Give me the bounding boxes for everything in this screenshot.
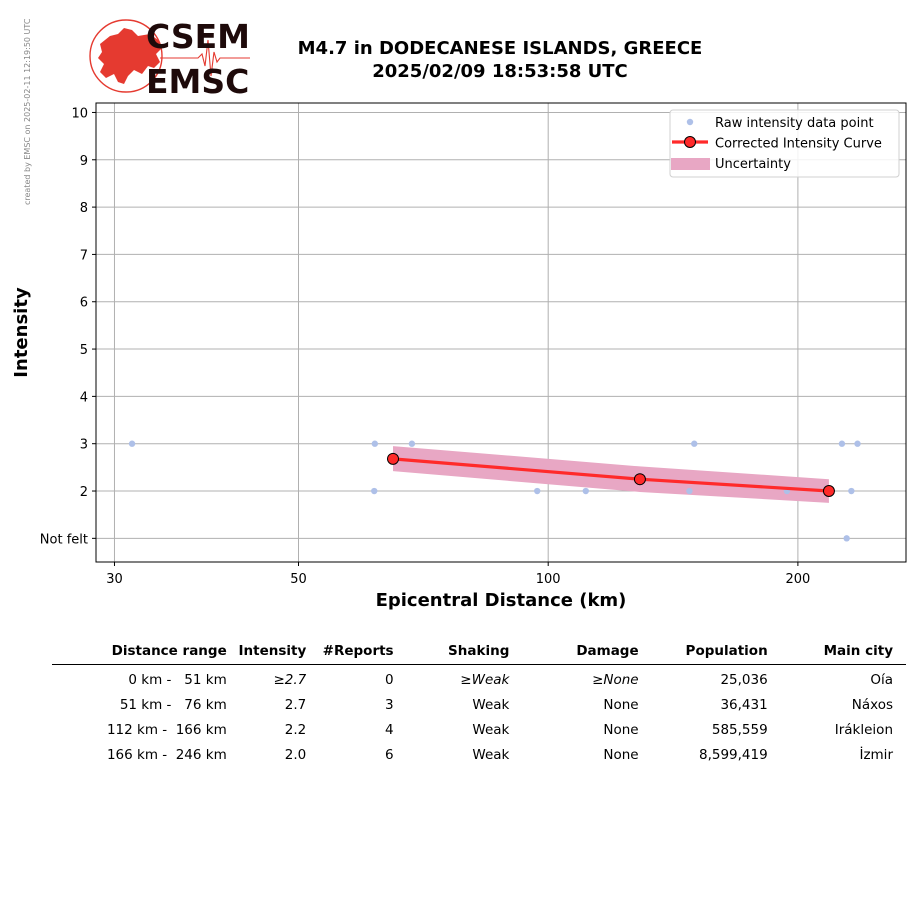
y-tick-label: 8	[80, 201, 88, 216]
table-cell: ≥Weak	[460, 671, 510, 688]
emsc-logo: CSEM EMSC	[89, 18, 250, 98]
logo-map-shape	[98, 28, 162, 84]
raw-data-point	[128, 440, 136, 447]
table-cell: None	[603, 746, 639, 763]
column-header: Shaking	[448, 643, 510, 659]
column-header: Intensity	[238, 643, 307, 659]
y-tick-label: 6	[80, 296, 88, 311]
table-cell: 36,431	[720, 696, 768, 713]
table-cell: 112 km - 166 km	[106, 721, 227, 738]
logo-globe-outline	[89, 19, 163, 93]
x-tick-label: 100	[536, 572, 561, 587]
legend-label: Corrected Intensity Curve	[715, 137, 882, 152]
y-tick-label: 3	[80, 438, 88, 453]
raw-data-point	[582, 487, 589, 495]
logo-text-csem: CSEM	[146, 18, 250, 56]
y-axis-label: Intensity	[11, 287, 32, 378]
raw-data-point	[371, 440, 379, 447]
curve-marker	[822, 485, 835, 498]
raw-data-point	[854, 440, 861, 447]
y-tick-label: 7	[80, 248, 88, 263]
legend-label: Uncertainty	[715, 157, 791, 172]
table-cell: 585,559	[711, 721, 768, 738]
creation-note-text: created by EMSC on 2025-02-11 12:19:50 U…	[23, 18, 32, 205]
plot-frame	[95, 102, 907, 563]
table-cell: 25,036	[720, 671, 768, 688]
legend-raw-marker	[686, 118, 694, 126]
x-tick-label: 200	[785, 572, 810, 587]
table-cell: 166 km - 246 km	[106, 746, 227, 763]
raw-data-point	[838, 440, 846, 447]
chart-subtitle: 2025/02/09 18:53:58 UTC	[372, 61, 628, 82]
table-row: 112 km - 166 km 2.2 4 Weak None 585,559 Irákle…	[52, 717, 906, 742]
logo-text-emsc: EMSC	[146, 62, 249, 98]
raw-data-point	[408, 440, 416, 447]
y-tick-label: Not felt	[40, 532, 88, 547]
legend-label: Raw intensity data point	[715, 116, 874, 131]
table-cell: 6	[385, 746, 394, 763]
intensity-chart: 30 50 100 200 Not felt 2 3 4 5 6 7 8 9 10 Epicentral D…	[11, 102, 907, 611]
table-cell: 2.7	[284, 696, 307, 713]
legend-curve-marker	[684, 136, 696, 148]
table-cell: 2.2	[284, 721, 307, 738]
column-header: Main city	[823, 643, 893, 659]
table-cell: ≥None	[592, 671, 639, 688]
curve-marker	[633, 473, 646, 486]
table-cell: 0 km - 51 km	[128, 671, 227, 688]
y-tick-label: 10	[71, 106, 88, 121]
creation-note: created by EMSC on 2025-02-11 12:19:50 U…	[23, 18, 32, 205]
uncertainty-band	[393, 446, 829, 503]
table-cell: 4	[385, 721, 394, 738]
column-header: #Reports	[322, 643, 394, 659]
table-cell: Irákleion	[834, 721, 893, 738]
table-cell: Weak	[472, 746, 510, 763]
intensity-summary-table: Distance range Intensity #Reports Shaking Da…	[52, 638, 906, 767]
y-tick-label: 2	[80, 485, 88, 500]
table-cell: 2.0	[284, 746, 307, 763]
table-header-row: Distance range Intensity #Reports Shaking Da…	[52, 638, 906, 665]
legend-uncertainty-swatch	[671, 158, 710, 170]
table-row: 166 km - 246 km 2.0 6 Weak None 8,599,419 İzmi…	[52, 742, 906, 767]
table-cell: 8,599,419	[698, 746, 768, 763]
table-cell: 51 km - 76 km	[119, 696, 227, 713]
table-cell: Weak	[472, 696, 510, 713]
table-cell: 0	[385, 671, 394, 688]
column-header: Distance range	[111, 643, 227, 659]
x-tick-label: 50	[290, 572, 307, 587]
chart-title: M4.7 in DODECANESE ISLANDS, GREECE	[297, 38, 703, 59]
table-cell: İzmir	[859, 746, 893, 763]
table-cell: None	[603, 721, 639, 738]
table-row: 0 km - 51 km ≥2.7 0 ≥Weak ≥None 25,036 Oía	[52, 665, 906, 693]
raw-data-point	[534, 487, 541, 495]
table-cell: 3	[385, 696, 394, 713]
raw-data-point	[843, 535, 850, 542]
column-header: Damage	[576, 643, 639, 659]
table-cell: Náxos	[851, 696, 893, 713]
raw-data-point	[686, 487, 693, 495]
raw-data-point	[371, 487, 378, 495]
legend-box	[669, 109, 900, 178]
table-cell: ≥2.7	[273, 671, 307, 688]
table-cell: None	[603, 696, 639, 713]
raw-data-point	[691, 440, 698, 447]
y-tick-label: 9	[80, 154, 88, 169]
table-cell: Weak	[472, 721, 510, 738]
logo-seismogram	[160, 39, 250, 77]
y-tick-label: 5	[80, 343, 88, 358]
x-axis-label: Epicentral Distance (km)	[376, 590, 627, 611]
column-header: Population	[685, 643, 768, 659]
y-tick-label: 4	[80, 390, 88, 405]
raw-data-point	[848, 487, 855, 495]
table-cell: Oía	[870, 671, 893, 688]
curve-marker	[387, 452, 400, 465]
x-tick-label: 30	[106, 572, 123, 587]
table-row: 51 km - 76 km 2.7 3 Weak None 36,431 Náxos	[52, 692, 906, 717]
